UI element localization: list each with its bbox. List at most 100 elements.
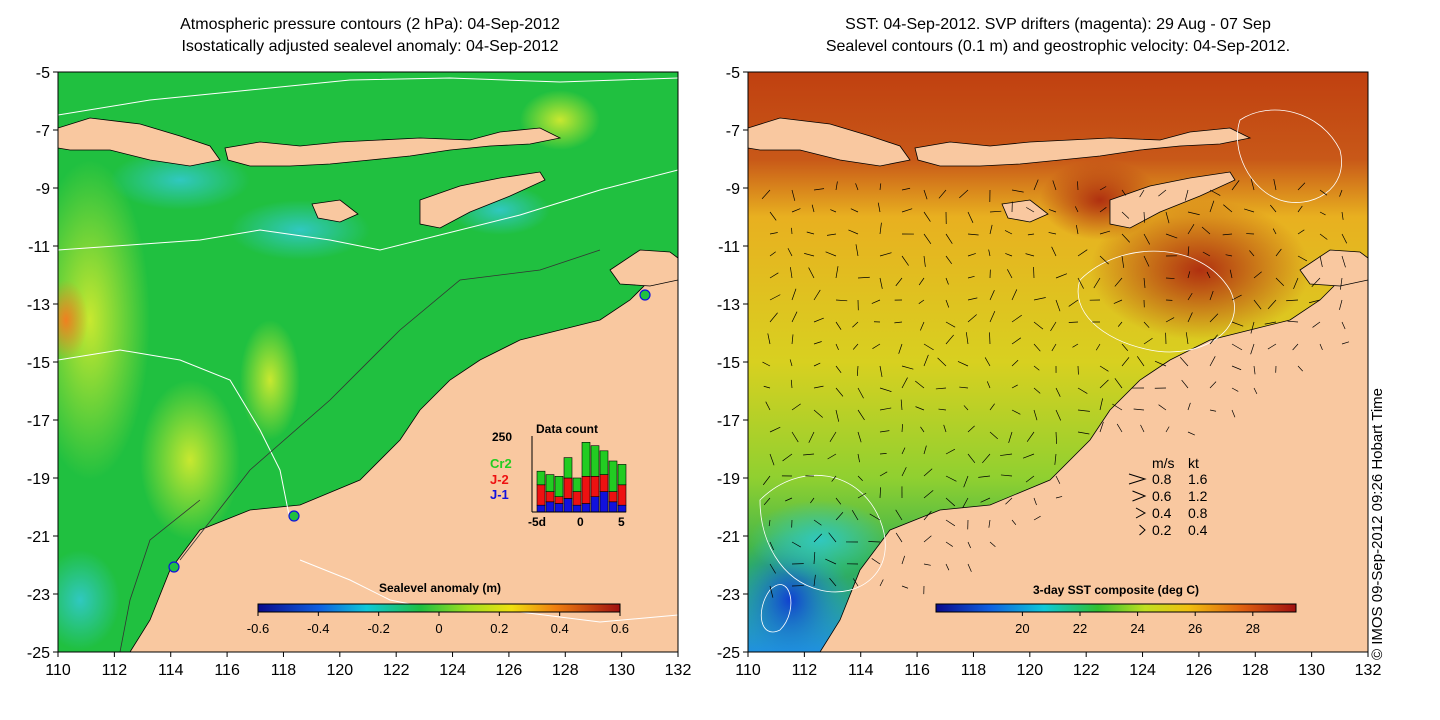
- velocity-arrow: [790, 267, 793, 279]
- left-title-line2: Isostatically adjusted sealevel anomaly:…: [181, 38, 559, 55]
- velocity-arrow: [1223, 204, 1233, 213]
- data-count-bar: [617, 484, 627, 506]
- velocity-arrow: [1187, 271, 1191, 279]
- velocity-arrow: [791, 208, 801, 213]
- velocity-arrow: [1165, 233, 1178, 239]
- velocity-arrow: [989, 541, 996, 548]
- sst-colorbar-gradient: [935, 603, 1297, 613]
- velocity-arrow: [901, 447, 906, 455]
- velocity-arrow: [1033, 497, 1037, 506]
- velocity-arrow: [1011, 384, 1018, 389]
- velocity-arrow: [1033, 321, 1044, 330]
- right-title-line2: Sealevel contours (0.1 m) and geostrophi…: [825, 38, 1291, 55]
- velocity-arrow: [872, 343, 881, 350]
- lon-tick-label: 130: [1298, 662, 1325, 679]
- geostrophic-velocity-arrows: [761, 178, 1350, 598]
- speed-legend-ms: 0.2: [1152, 522, 1172, 538]
- velocity-arrow: [945, 299, 950, 308]
- velocity-arrow: [901, 555, 905, 565]
- data-count-inset: Data count 250 Cr2 J-2 J-1 -5d 0 5: [490, 422, 627, 529]
- velocity-arrow: [1270, 204, 1277, 213]
- speed-legend-arrow-icon: [1132, 490, 1147, 502]
- velocity-arrow: [825, 251, 837, 257]
- lon-tick-label: 110: [45, 662, 71, 679]
- velocity-arrow: [1143, 277, 1146, 288]
- velocity-arrow: [1185, 332, 1189, 345]
- velocity-arrow: [857, 453, 860, 463]
- data-count-bar: [590, 475, 600, 497]
- velocity-arrow: [829, 431, 837, 443]
- velocity-arrow: [813, 409, 823, 418]
- velocity-arrow: [945, 541, 953, 547]
- velocity-arrow: [1033, 297, 1046, 301]
- velocity-arrow: [901, 187, 911, 191]
- velocity-arrow: [1229, 269, 1233, 279]
- velocity-arrow: [1187, 431, 1195, 436]
- velocity-arrow: [1187, 402, 1191, 411]
- velocity-arrow: [1341, 211, 1344, 220]
- velocity-arrow: [869, 513, 881, 521]
- lat-tick-label: -17: [717, 413, 740, 430]
- sealevel-contour: [1077, 250, 1235, 353]
- sealevel-colorbar-label: Sealevel anomaly (m): [379, 581, 501, 595]
- velocity-arrow: [957, 361, 969, 367]
- velocity-arrow: [1099, 186, 1107, 191]
- data-count-bar: [581, 441, 591, 477]
- velocity-arrow: [835, 321, 842, 330]
- right-map: [748, 72, 1368, 652]
- lat-tick-label: -11: [28, 239, 50, 256]
- velocity-arrow: [1222, 233, 1233, 236]
- velocity-arrow: [982, 453, 991, 464]
- lon-tick-label: 110: [735, 662, 761, 679]
- velocity-arrow: [967, 425, 975, 433]
- lon-tick-label: 122: [1073, 662, 1100, 679]
- velocity-arrow: [829, 577, 837, 587]
- velocity-arrow: [813, 574, 816, 587]
- velocity-arrow: [769, 312, 778, 323]
- velocity-arrow: [1311, 277, 1321, 287]
- sst-cool-band: [750, 500, 890, 580]
- velocity-arrow: [1187, 211, 1200, 216]
- velocity-arrow: [1250, 321, 1255, 334]
- velocity-arrow: [789, 359, 793, 367]
- velocity-arrow: [1264, 321, 1277, 325]
- velocity-arrow: [1121, 343, 1129, 352]
- velocity-arrow: [901, 208, 913, 213]
- speed-legend-arrow-icon: [1128, 473, 1147, 485]
- sealevel-colorbar-gradient: [257, 603, 621, 613]
- lon-tick-label: 118: [961, 662, 987, 679]
- sumba-island: [1001, 199, 1049, 223]
- velocity-arrow: [945, 255, 952, 265]
- velocity-arrow: [1121, 189, 1127, 196]
- lon-tick-label: 120: [326, 662, 353, 679]
- axis-labels: 110 112 114 116 118 120 122 124 126 128 130 132 -5 -7…: [27, 65, 1382, 679]
- velocity-arrow: [967, 233, 979, 236]
- velocity-arrow: [1253, 387, 1258, 395]
- velocity-arrow: [1319, 343, 1323, 350]
- velocity-arrow: [810, 497, 815, 504]
- velocity-arrow: [835, 343, 839, 351]
- colorbar-tick-label: 0: [435, 621, 442, 636]
- velocity-arrow: [1267, 299, 1277, 310]
- lat-tick-label: -23: [27, 587, 50, 604]
- velocity-arrow: [813, 317, 824, 323]
- speed-legend-kt: 1.6: [1188, 471, 1208, 487]
- lesser-sunda-islands: [914, 127, 1252, 167]
- velocity-arrow: [1000, 474, 1013, 477]
- velocity-arrow: [1319, 211, 1326, 216]
- velocity-arrow: [871, 558, 881, 565]
- velocity-arrow: [967, 253, 976, 257]
- data-count-bar: [545, 491, 555, 503]
- velocity-arrow: [1184, 189, 1189, 201]
- pressure-contour: [58, 349, 291, 521]
- velocity-arrow: [1206, 271, 1211, 279]
- velocity-arrow: [1055, 496, 1063, 499]
- velocity-arrow: [1275, 277, 1285, 287]
- lon-tick-label: 132: [1355, 662, 1382, 679]
- velocity-arrow: [808, 267, 815, 279]
- anomaly-low-sw: [58, 550, 120, 650]
- velocity-arrow: [989, 431, 998, 440]
- velocity-arrow: [959, 189, 969, 199]
- lon-tick-label: 132: [665, 662, 692, 679]
- data-count-bar: [563, 477, 573, 499]
